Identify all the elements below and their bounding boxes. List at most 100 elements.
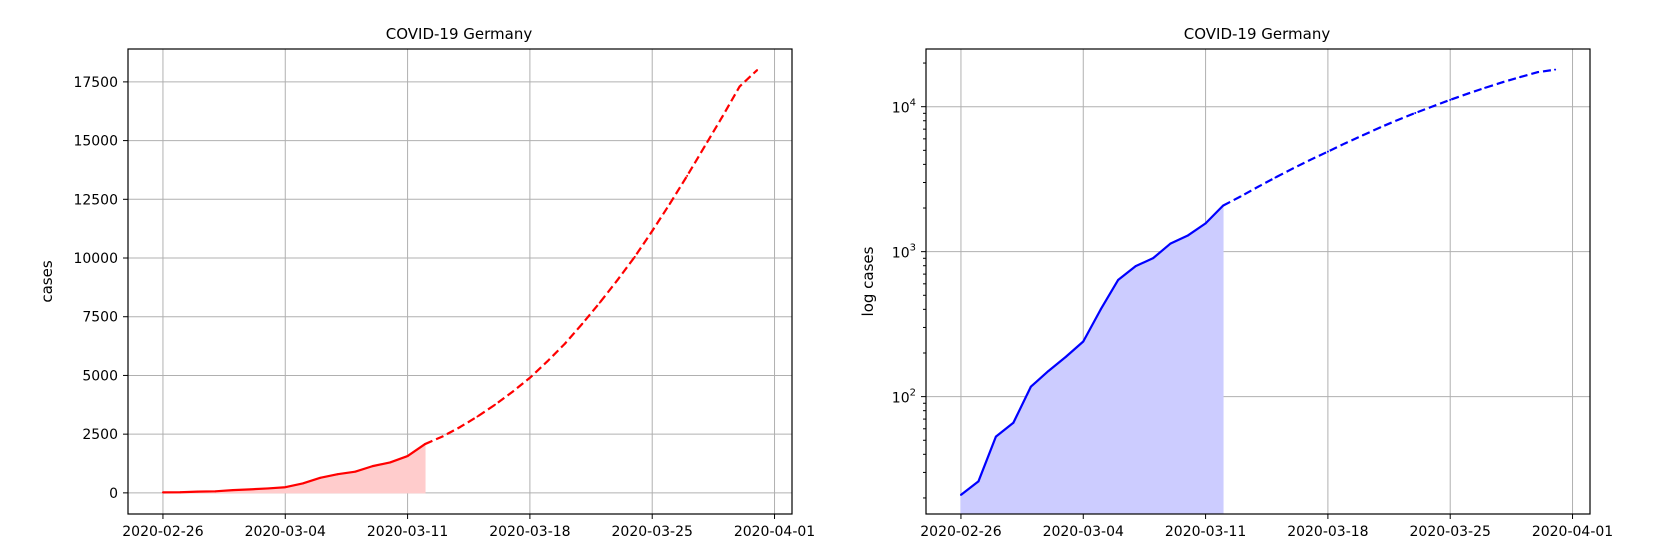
data-point [266, 487, 269, 490]
y-axis-label: cases [38, 260, 56, 302]
y-tick-label: 15000 [73, 134, 118, 150]
data-point [1029, 385, 1032, 388]
data-point [196, 490, 199, 493]
data-point [616, 279, 619, 282]
data-point [1117, 278, 1120, 281]
data-point [336, 473, 339, 476]
data-point [686, 174, 689, 177]
x-tick-label: 2020-03-04 [245, 524, 326, 540]
data-point [1554, 68, 1557, 71]
data-point [249, 488, 252, 491]
data-point [284, 486, 287, 489]
data-point [1344, 142, 1347, 145]
y-tick-label: 17500 [73, 75, 118, 91]
x-tick-label: 2020-03-25 [612, 524, 693, 540]
data-point [389, 461, 392, 464]
x-tick-label: 2020-03-04 [1043, 524, 1124, 540]
data-point [1291, 167, 1294, 170]
data-point [633, 255, 636, 258]
data-point [1309, 158, 1312, 161]
data-point [1361, 134, 1364, 137]
y-tick-label: 103 [892, 243, 916, 262]
data-point [581, 322, 584, 325]
x-tick-label: 2020-03-11 [1165, 524, 1246, 540]
line-layer [161, 69, 759, 494]
data-point [1187, 234, 1190, 237]
data-point [703, 145, 706, 148]
data-point [1152, 257, 1155, 260]
x-tick-label: 2020-03-18 [1287, 524, 1368, 540]
data-point [354, 470, 357, 473]
data-point [977, 480, 980, 483]
data-point [441, 435, 444, 438]
data-point [994, 435, 997, 438]
x-tick-label: 2020-04-01 [734, 524, 815, 540]
data-point [1134, 265, 1137, 268]
data-point [1396, 118, 1399, 121]
forecast-line [1222, 68, 1556, 207]
data-point [1379, 126, 1382, 129]
data-point [1239, 195, 1242, 198]
data-point [459, 426, 461, 429]
data-point [424, 443, 427, 446]
data-point [1204, 222, 1207, 225]
data-point [1484, 86, 1487, 89]
data-point [301, 482, 304, 485]
data-point [319, 476, 322, 479]
data-point [1536, 71, 1539, 74]
data-point [1449, 98, 1452, 101]
chart-log-cases: COVID-19 Germany 2020-02-26 2020-03-04 202… [859, 25, 1613, 540]
data-point [738, 85, 741, 88]
data-point [721, 116, 724, 119]
data-point [651, 230, 654, 233]
data-point [528, 376, 531, 379]
data-point [1047, 370, 1050, 373]
data-point [179, 491, 182, 494]
y-tick-label: 10000 [73, 251, 118, 267]
y-tick-label: 102 [892, 388, 916, 407]
y-axis-label: log cases [859, 246, 877, 316]
data-point [231, 489, 234, 492]
data-point [476, 415, 479, 418]
data-point [1222, 204, 1225, 207]
grid [926, 49, 1590, 514]
y-tick-label: 5000 [82, 368, 118, 384]
data-point [214, 490, 217, 493]
data-point [1169, 242, 1172, 245]
x-tick-label: 2020-03-25 [1410, 524, 1491, 540]
forecast-line [424, 69, 758, 446]
plot-frame [925, 48, 1591, 515]
data-point [161, 491, 164, 494]
data-point [1326, 150, 1329, 153]
chart-linear-cases: COVID-19 Germany 2020-02-26 2020-03-04 202… [38, 25, 815, 540]
chart-title: COVID-19 Germany [1184, 25, 1331, 43]
data-point [1274, 176, 1277, 179]
observed-line [960, 204, 1224, 496]
data-point [1082, 340, 1085, 343]
data-point [1466, 92, 1469, 95]
ticks: 2020-02-26 2020-03-04 2020-03-11 2020-03-18… [73, 75, 815, 540]
line-layer [959, 68, 1557, 496]
observed-line [162, 443, 426, 494]
data-point [959, 493, 962, 496]
plot-frame [127, 48, 793, 515]
y-tick-label: 2500 [82, 427, 118, 443]
data-point [1012, 421, 1015, 424]
data-point [1257, 185, 1259, 188]
data-point [511, 390, 514, 393]
x-tick-label: 2020-03-11 [367, 524, 448, 540]
data-point [493, 403, 496, 406]
data-point [1414, 111, 1417, 114]
ticks: 2020-02-26 2020-03-04 2020-03-11 2020-03-18… [892, 62, 1613, 540]
data-point [668, 203, 671, 205]
data-point [406, 455, 409, 458]
grid [128, 49, 792, 514]
data-point [756, 69, 759, 72]
x-tick-label: 2020-03-18 [489, 524, 570, 540]
x-tick-label: 2020-04-01 [1532, 524, 1613, 540]
x-tick-label: 2020-02-26 [122, 524, 203, 540]
data-point [1519, 76, 1522, 79]
data-point [598, 301, 601, 304]
data-point [1099, 308, 1102, 311]
